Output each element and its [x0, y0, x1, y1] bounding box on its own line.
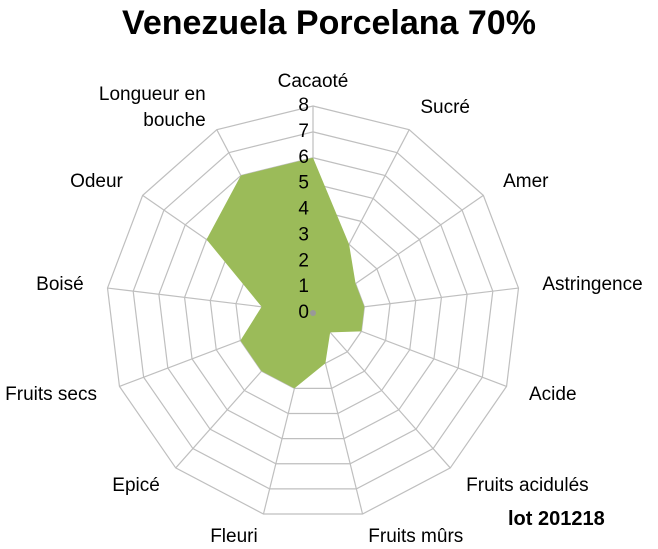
category-label: Epicé — [112, 474, 160, 496]
category-label: Fruits acidulés — [466, 474, 589, 496]
annotation: lot 201218 — [508, 508, 605, 530]
grid-ring — [106, 105, 520, 515]
category-label: Amer — [503, 170, 549, 192]
category-label: Longueur en bouche — [98, 84, 206, 132]
radar-area — [206, 157, 365, 389]
tick-label: 8 — [298, 95, 309, 116]
category-label: Fruits secs — [5, 383, 97, 405]
category-label: Fruits mûrs — [368, 526, 464, 548]
tick-label: 2 — [298, 250, 309, 271]
tick-label: 3 — [298, 224, 309, 245]
grid-ring — [183, 183, 443, 440]
tick-label: 0 — [298, 302, 309, 323]
grid-ring — [158, 157, 468, 465]
category-label: Acide — [528, 383, 577, 405]
category-label: Astringence — [542, 274, 643, 296]
category-label: Sucré — [420, 97, 470, 119]
spoke — [312, 312, 451, 469]
grid-ring — [132, 131, 494, 490]
category-label: Odeur — [70, 170, 123, 192]
tick-label: 5 — [298, 173, 309, 194]
category-label: Boisé — [36, 274, 84, 296]
category-label: Cacaoté — [277, 71, 349, 92]
chart-title: Venezuela Porcelana 70% — [122, 4, 536, 42]
tick-label: 6 — [298, 147, 309, 168]
category-label: Fleuri — [210, 526, 258, 548]
tick-label: 7 — [298, 121, 309, 142]
tick-label: 4 — [298, 199, 309, 220]
tick-label: 1 — [298, 276, 309, 297]
center — [310, 310, 316, 316]
